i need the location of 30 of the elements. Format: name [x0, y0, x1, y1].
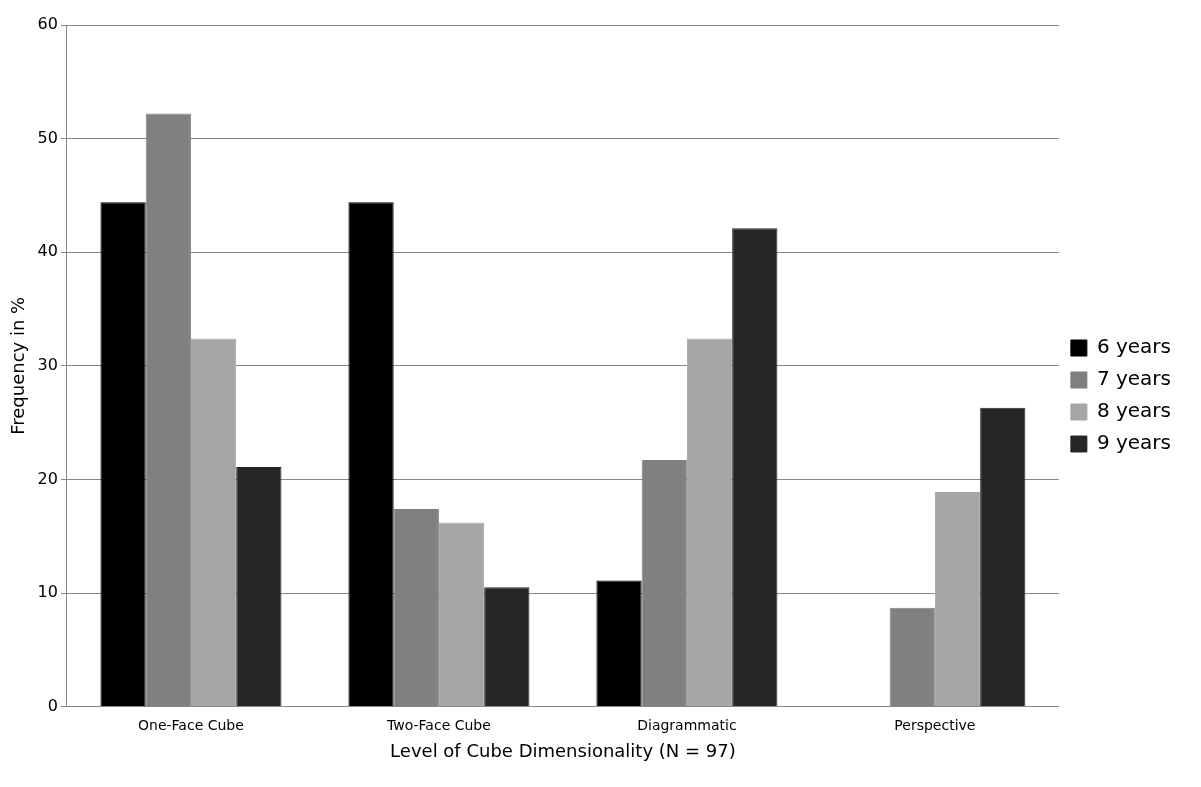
- x-tick-label: One-Face Cube: [138, 716, 244, 733]
- bar: [393, 508, 439, 707]
- y-tick-label: 20: [37, 468, 58, 488]
- bar: [100, 202, 146, 707]
- x-tick-label: Two-Face Cube: [386, 716, 491, 733]
- y-tick-label: 40: [37, 241, 58, 261]
- bar: [190, 338, 237, 707]
- legend-label: 7 years: [1096, 366, 1171, 391]
- bar: [438, 522, 485, 707]
- y-tick-label: 50: [37, 127, 58, 147]
- bar: [686, 338, 733, 707]
- y-tick-label: 0: [47, 695, 58, 715]
- legend-label: 8 years: [1096, 398, 1171, 423]
- x-tick-label: Perspective: [894, 716, 976, 733]
- legend-label: 6 years: [1096, 334, 1171, 359]
- x-axis-title: Level of Cube Dimensionality (N = 97): [390, 739, 736, 761]
- bar: [732, 228, 778, 707]
- bar: [934, 491, 981, 707]
- bar: [236, 466, 282, 707]
- y-axis-title: Frequency in %: [7, 296, 29, 435]
- bar: [484, 587, 530, 707]
- y-tick-label: 10: [37, 582, 58, 602]
- bar: [596, 580, 642, 707]
- legend-label: 9 years: [1096, 430, 1171, 455]
- y-tick-label: 30: [37, 354, 58, 374]
- x-tick-label: Diagrammatic: [637, 716, 737, 733]
- bar: [980, 407, 1026, 707]
- y-tick-label: 60: [37, 14, 58, 34]
- bar: [348, 202, 394, 707]
- bar: [889, 607, 935, 707]
